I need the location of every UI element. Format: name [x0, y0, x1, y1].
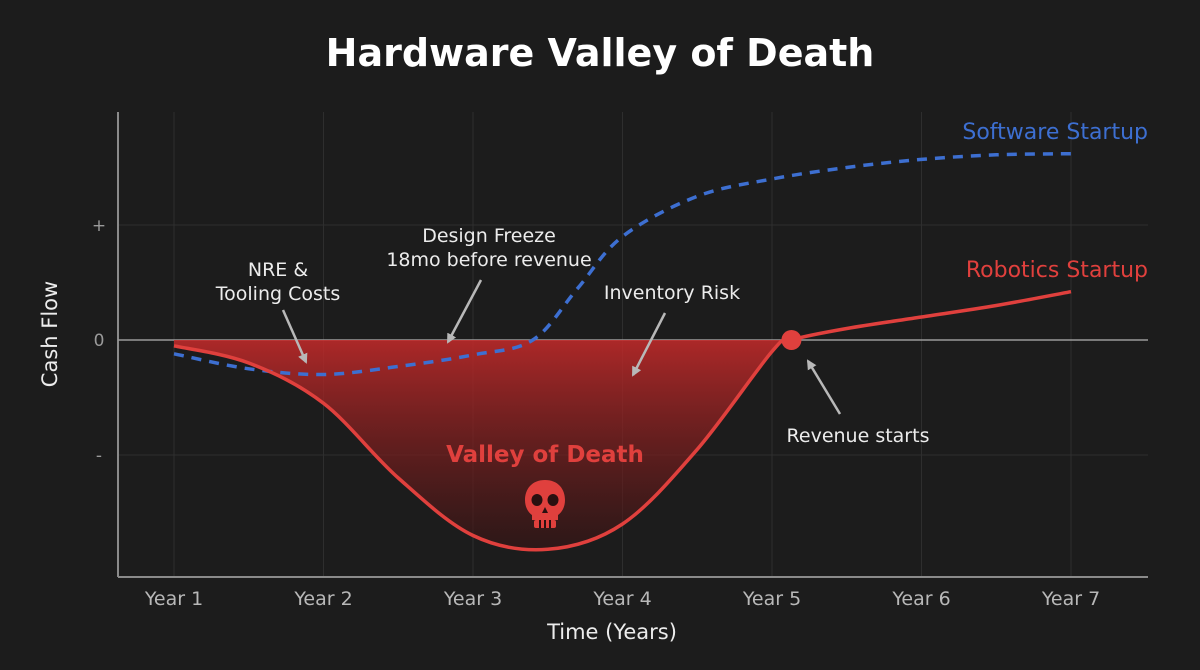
annotation-design-freeze-line1: Design Freeze: [422, 225, 556, 247]
x-tick-label: Year 7: [1041, 588, 1100, 610]
robotics-startup-label: Robotics Startup: [966, 258, 1148, 283]
valley-of-death-label: Valley of Death: [446, 442, 644, 468]
annotation-nre-arrow: [281, 309, 308, 364]
annotation-revenue-arrow: [806, 359, 842, 415]
valley-shaded-area: [174, 339, 792, 550]
revenue-start-marker: [781, 330, 802, 350]
y-tick-label: -: [96, 446, 102, 466]
y-tick-label: +: [92, 216, 106, 236]
y-axis-label: Cash Flow: [38, 281, 62, 387]
software-startup-label: Software Startup: [962, 120, 1148, 145]
x-tick-label: Year 6: [891, 588, 950, 610]
skull-icon: [525, 480, 565, 528]
annotation-inventory-risk: Inventory Risk: [604, 282, 740, 304]
x-tick-labels: Year 1 Year 2 Year 3 Year 4 Year 5 Year 6 Year…: [144, 588, 1100, 610]
annotation-design-freeze-line2: 18mo before revenue: [386, 249, 591, 271]
x-axis-label: Time (Years): [546, 620, 677, 644]
annotation-nre-line1: NRE &: [248, 259, 308, 281]
annotation-design-freeze-arrow: [446, 279, 483, 344]
y-tick-labels: +0 -: [92, 216, 106, 466]
x-tick-label: Year 5: [742, 588, 801, 610]
chart-title: Hardware Valley of Death: [326, 31, 875, 75]
annotation-nre-line2: Tooling Costs: [215, 283, 340, 305]
x-tick-label: Year 1: [144, 588, 203, 610]
annotation-inventory-arrow: [631, 312, 667, 377]
robotics-startup-line: [173, 289, 1072, 552]
annotation-revenue-starts: Revenue starts: [787, 425, 930, 447]
x-tick-label: Year 4: [592, 588, 651, 610]
x-tick-label: Year 3: [443, 588, 502, 610]
y-tick-label: 0: [94, 331, 105, 351]
x-tick-label: Year 2: [293, 588, 352, 610]
software-startup-line: [173, 151, 1072, 377]
